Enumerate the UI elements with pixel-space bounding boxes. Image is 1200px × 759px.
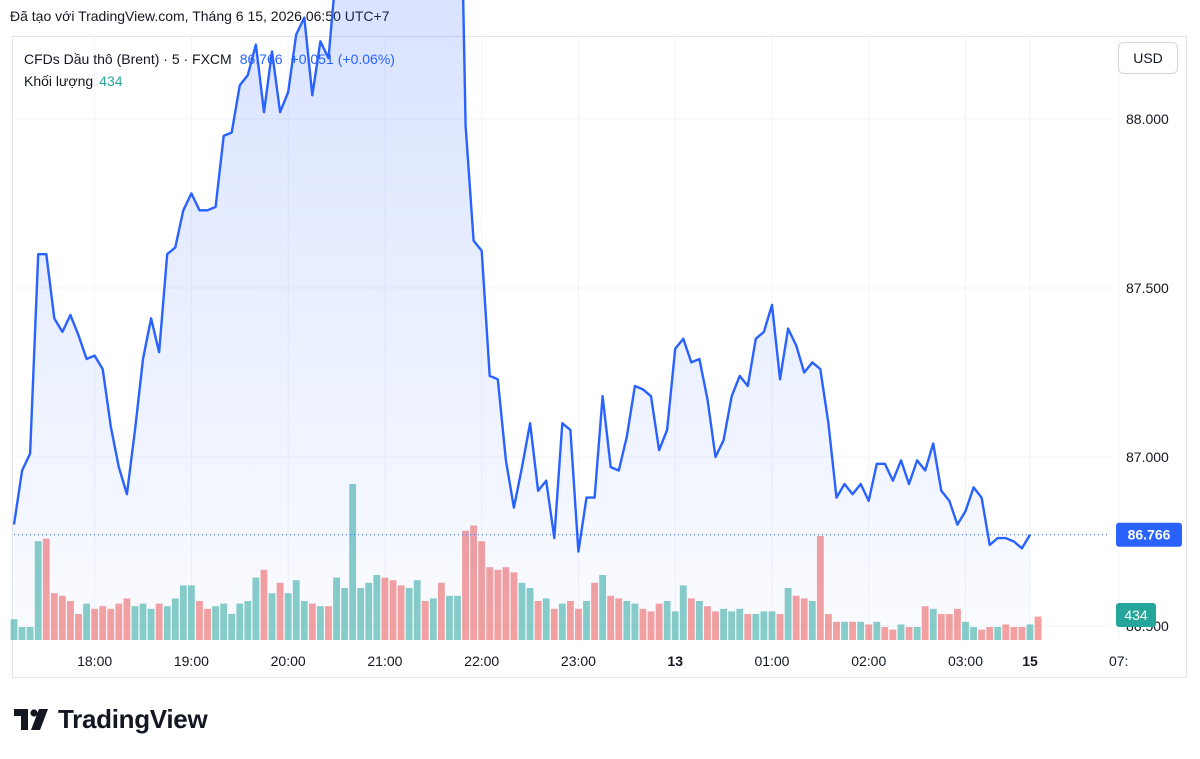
- x-tick-label: 23:00: [561, 653, 596, 669]
- volume-value: 434: [99, 73, 123, 89]
- x-tick-label: 21:00: [367, 653, 402, 669]
- x-tick-label: 18:00: [77, 653, 112, 669]
- x-tick-label: 19:00: [174, 653, 209, 669]
- volume-label[interactable]: Khối lượng: [24, 73, 94, 89]
- currency-button[interactable]: USD: [1118, 42, 1178, 74]
- last-volume-badge-label: 434: [1124, 607, 1148, 623]
- y-tick-label: 87.500: [1126, 280, 1169, 296]
- x-tick-label: 03:00: [948, 653, 983, 669]
- last-price: 86.766: [239, 51, 283, 67]
- price-badges: 86.766 434: [1116, 522, 1182, 627]
- x-tick-label: 13: [667, 653, 683, 669]
- x-tick-label: 07:: [1109, 653, 1128, 669]
- tradingview-logo-text: TradingView: [58, 704, 208, 734]
- x-tick-label: 20:00: [271, 653, 306, 669]
- chart-legend: CFDs Dầu thô (Brent) · 5 · FXCM 86.766 +0.…: [24, 48, 395, 92]
- attribution-text: Đã tạo với TradingView.com, Tháng 6 15, …: [10, 8, 390, 24]
- price-series: [12, 0, 1110, 640]
- price-line: [12, 0, 1032, 553]
- last-price-badge: [1116, 522, 1182, 547]
- chart-frame: [12, 36, 1187, 678]
- last-price-badge-label: 86.766: [1128, 527, 1171, 543]
- x-tick-label: 22:00: [464, 653, 499, 669]
- price-change-percent: (+0.06%): [337, 51, 395, 67]
- x-tick-label: 02:00: [851, 653, 886, 669]
- x-tick-label: 01:00: [754, 653, 789, 669]
- price-change: +0.051: [290, 51, 334, 67]
- tradingview-logo[interactable]: TradingView: [14, 704, 208, 735]
- legend-volume-row: Khối lượng 434: [24, 70, 395, 92]
- y-tick-label: 87.000: [1126, 449, 1169, 465]
- time-axis[interactable]: 18:00 19:00 20:00 21:00 22:00 23:00 13 01:00 02:…: [77, 653, 1128, 669]
- symbol-label[interactable]: CFDs Dầu thô (Brent) · 5 · FXCM: [24, 51, 232, 67]
- price-area: [14, 0, 1030, 640]
- y-tick-label: 88.000: [1126, 111, 1169, 127]
- last-volume-badge: [1116, 603, 1156, 627]
- tradingview-logo-icon: [14, 708, 48, 730]
- x-tick-label: 15: [1022, 653, 1038, 669]
- volume-bar: [1034, 616, 1042, 640]
- legend-price-row: CFDs Dầu thô (Brent) · 5 · FXCM 86.766 +0.…: [24, 48, 395, 70]
